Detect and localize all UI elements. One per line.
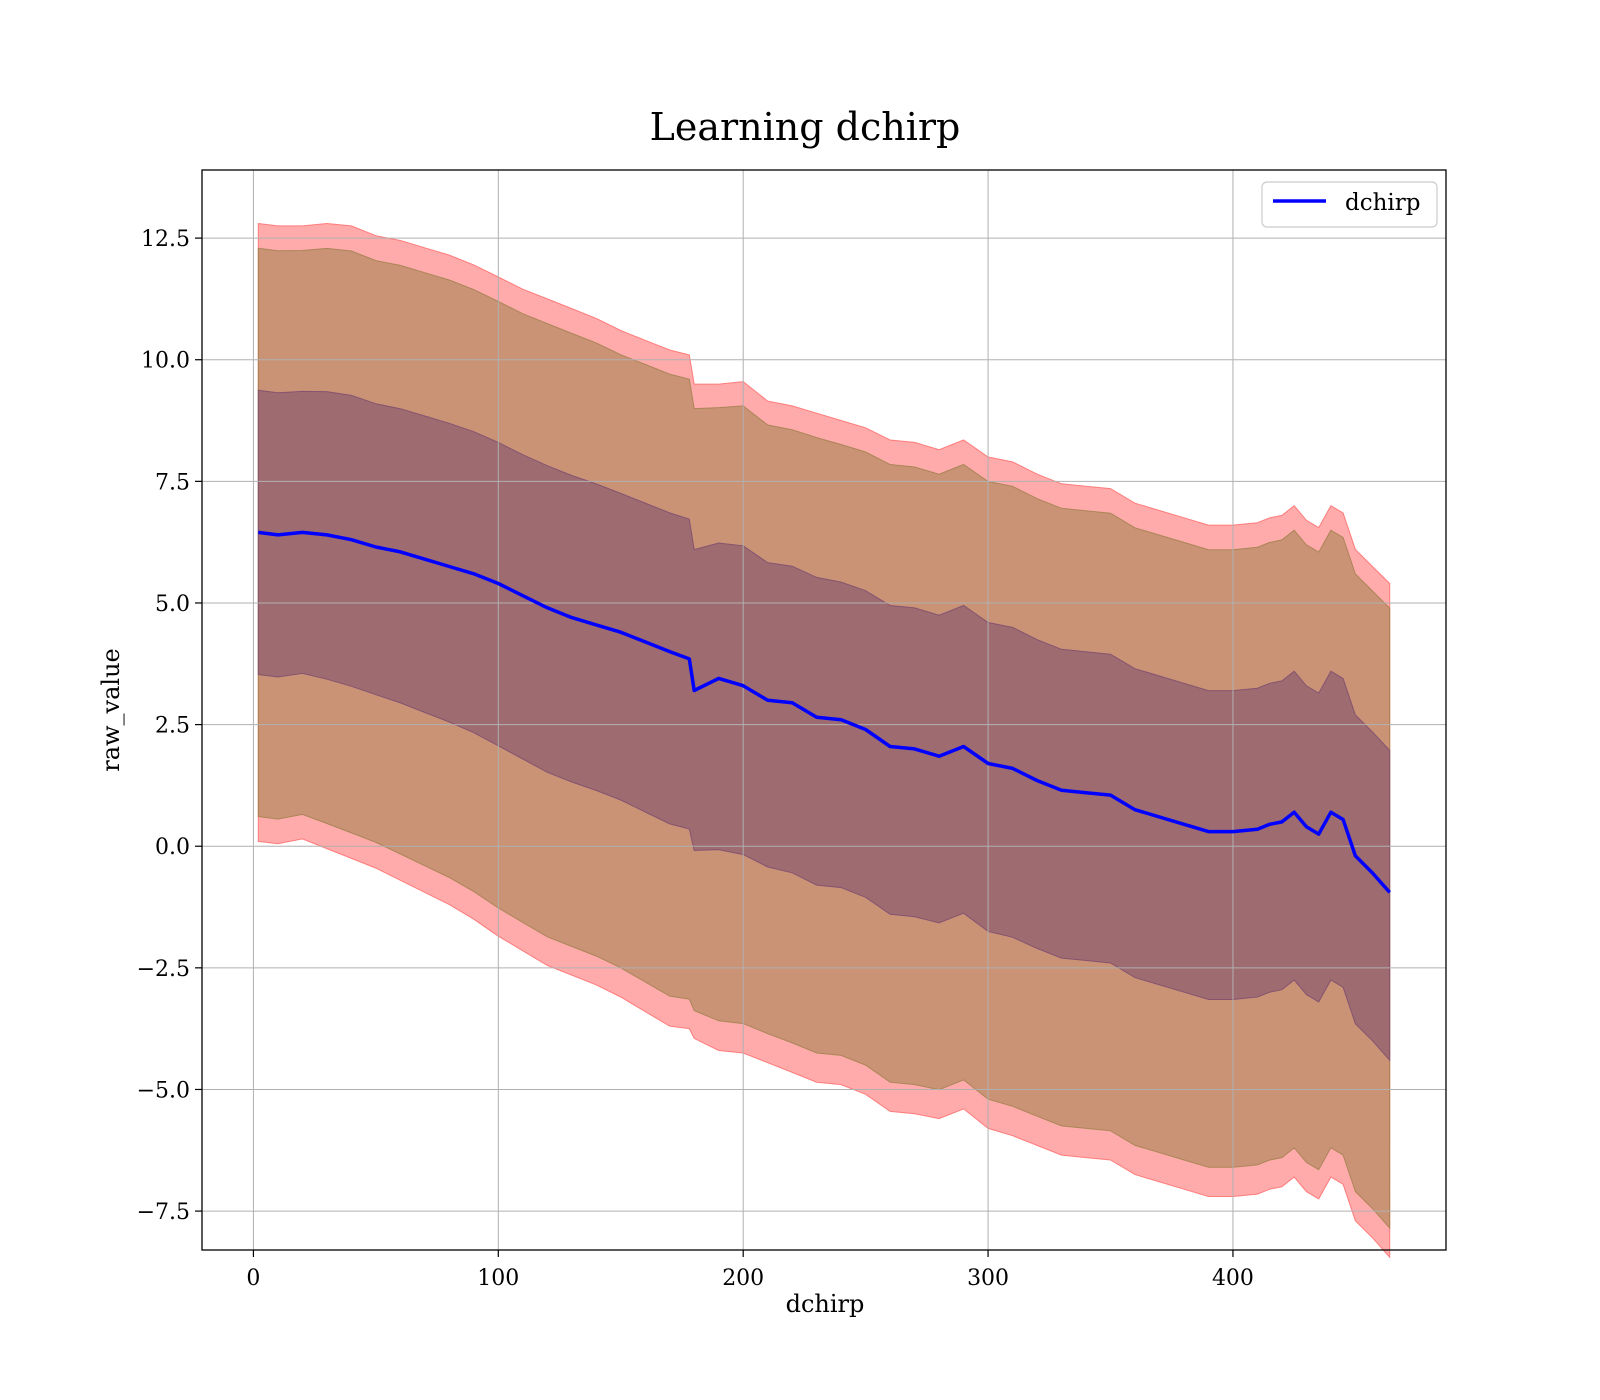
legend-box [1261,181,1438,228]
grid [202,170,1446,1250]
y-tick-label: −5.0 [137,1078,190,1103]
x-tick-label: 300 [967,1266,1009,1291]
legend: dchirp [1261,181,1438,228]
x-tick-label: 400 [1212,1266,1254,1291]
y-tick-label: 10.0 [141,349,190,374]
x-tick-label: 0 [246,1266,260,1291]
plot-frame [201,169,1447,1251]
y-axis-label: raw_value [97,648,125,772]
legend-label-dchirp: dchirp [1345,190,1421,216]
ticks: 0 100 200 300 400 −7.5 −5.0 −2.5 0.0 2.5 5.0 7.5 10.… [137,227,1254,1291]
y-tick-label: −2.5 [137,957,190,982]
x-axis-label: dchirp [786,1290,865,1318]
y-tick-label: 0.0 [155,835,190,860]
y-tick-label: 12.5 [141,227,190,252]
y-tick-label: −7.5 [137,1200,190,1225]
confidence-bands [257,222,1391,1259]
y-tick-label: 5.0 [155,592,190,617]
series-lines [258,530,1392,894]
y-tick-label: 7.5 [155,470,190,495]
x-tick-label: 100 [477,1266,519,1291]
band-inner [257,389,1391,1062]
chart-title: Learning dchirp [650,105,961,149]
x-tick-label: 200 [722,1266,764,1291]
y-tick-label: 2.5 [155,714,190,739]
series-line-dchirp [258,530,1392,894]
axes [201,169,1447,1251]
